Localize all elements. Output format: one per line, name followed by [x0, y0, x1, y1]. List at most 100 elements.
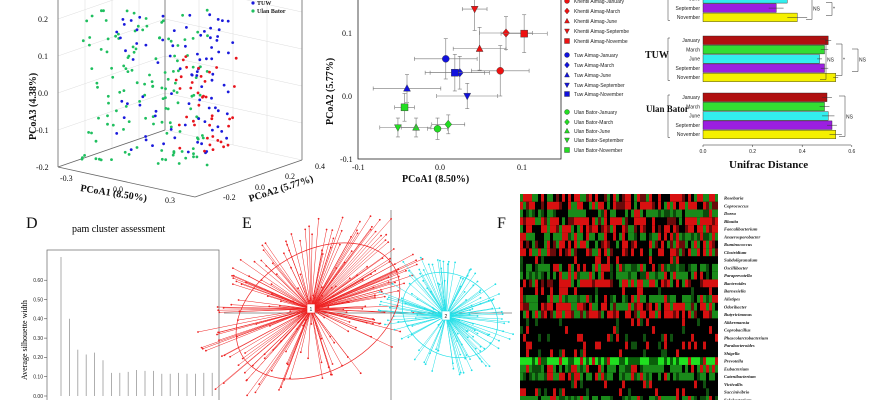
heatmap-cell	[598, 310, 601, 319]
cluster-1-ray	[216, 308, 312, 335]
heatmap-cell	[643, 310, 646, 319]
heatmap-cell	[574, 194, 577, 202]
bar	[702, 129, 836, 139]
cluster-2-ray	[445, 315, 490, 367]
heatmap-cell	[706, 295, 709, 303]
data-point-ulan-bator	[177, 162, 181, 165]
x-tick: 0.0	[113, 185, 123, 194]
heatmap-cell	[649, 194, 652, 202]
legend-label: Khentii Aimag-March	[574, 9, 620, 15]
heatmap-cell	[661, 396, 664, 400]
tick-label: 0.20	[33, 355, 43, 361]
heatmap-cell	[634, 279, 637, 288]
data-point-ulan-bator	[201, 136, 205, 140]
cluster-2-point	[418, 268, 421, 271]
heatmap-cell	[667, 279, 670, 288]
heatmap-cell	[712, 217, 715, 226]
z-tick: -0.1	[36, 126, 49, 135]
heatmap-cell	[547, 396, 550, 400]
heatmap-cell	[571, 271, 574, 280]
heatmap-cell	[571, 295, 574, 303]
heatmap-cell	[667, 209, 670, 218]
heatmap-cell	[556, 201, 559, 210]
cluster-1-point	[246, 379, 248, 381]
cluster-2-ray	[445, 315, 460, 375]
heatmap-cell	[547, 295, 550, 303]
heatmap-cell	[571, 232, 574, 241]
heatmap-cell	[613, 232, 616, 241]
cluster-1-point	[323, 316, 326, 319]
heatmap-cell	[634, 217, 637, 226]
legend-label: Ulan Bator-November	[574, 148, 623, 154]
data-point-tuw	[173, 136, 177, 140]
heatmap-cell	[613, 295, 616, 303]
cluster-1-ray	[310, 239, 386, 310]
data-point-ulan-bator	[87, 131, 90, 134]
heatmap-cell	[583, 310, 586, 319]
cluster-2-point	[459, 371, 462, 374]
heatmap-cell	[577, 372, 580, 381]
heatmap-cell	[532, 240, 535, 249]
heatmap-cell	[607, 248, 610, 257]
data-point-ulan-bator	[166, 77, 170, 81]
heatmap-cell	[649, 279, 652, 288]
heatmap-cell	[691, 225, 694, 233]
heatmap-cell	[523, 201, 526, 210]
heatmap-cell	[523, 232, 526, 241]
heatmap-cell	[568, 194, 571, 202]
heatmap-cell	[526, 349, 529, 358]
data-point-tuw	[135, 42, 139, 45]
heatmap-cell	[673, 310, 676, 319]
cluster-1-point	[270, 369, 273, 372]
heatmap-cell	[688, 232, 691, 241]
data-point-ulan-bator	[195, 155, 199, 159]
genus-label: Phascolarctobacterium	[724, 335, 768, 340]
cluster-1-ray	[310, 308, 333, 365]
heatmap-cell	[712, 271, 715, 280]
cluster-1-ray	[276, 273, 312, 310]
heatmap-cell	[586, 388, 589, 397]
heatmap-cell	[583, 396, 586, 400]
data-point-khentii	[174, 78, 178, 82]
cluster-2-point	[488, 365, 491, 368]
cluster-2-ray	[445, 293, 500, 317]
cluster-1-point	[403, 282, 405, 285]
heatmap-cell	[679, 364, 682, 373]
heatmap-cell	[595, 201, 598, 210]
heatmap-cell	[583, 263, 586, 272]
genus-label: Alistipes	[723, 297, 740, 302]
heatmap-cell	[577, 240, 580, 249]
data-point-khentii	[181, 58, 185, 62]
panel-a-3d-pcoa: 0.2 0.1 0.0 -0.1 -0.2 -0.3 0.0 0.3 -0.2 …	[28, 0, 325, 205]
data-point-khentii	[231, 116, 235, 120]
data-point-tuw	[196, 140, 200, 144]
cluster-1-ray	[240, 259, 312, 310]
heatmap-cell	[700, 232, 703, 241]
cluster-1-center	[306, 303, 316, 314]
heatmap-cell	[646, 364, 649, 373]
heatmap-cell	[709, 287, 712, 295]
data-point-ulan-bator	[163, 71, 167, 74]
heatmap-cell	[637, 396, 640, 400]
cluster-2-ray	[420, 257, 447, 317]
data-point-khentii	[228, 117, 232, 121]
cluster-1-ray	[310, 308, 350, 323]
heatmap-cell	[634, 271, 637, 280]
heatmap-cell	[661, 248, 664, 257]
heatmap-cell	[682, 194, 685, 202]
mean-point-group	[414, 38, 478, 80]
cluster-2-point	[387, 296, 390, 299]
cluster-1-point	[232, 267, 234, 269]
cluster-2-point	[466, 330, 469, 332]
cluster-2-point	[485, 365, 487, 367]
heatmap-cell	[601, 232, 604, 241]
heatmap-cell	[682, 201, 685, 210]
legend-marker	[564, 147, 570, 153]
cluster-2-point	[436, 259, 439, 261]
data-point-ulan-bator	[107, 101, 110, 105]
heatmap-cell	[520, 248, 523, 257]
heatmap-cell	[652, 326, 655, 334]
heatmap-cell	[559, 295, 562, 303]
heatmap-cell	[628, 194, 631, 202]
data-point-ulan-bator	[104, 19, 108, 22]
